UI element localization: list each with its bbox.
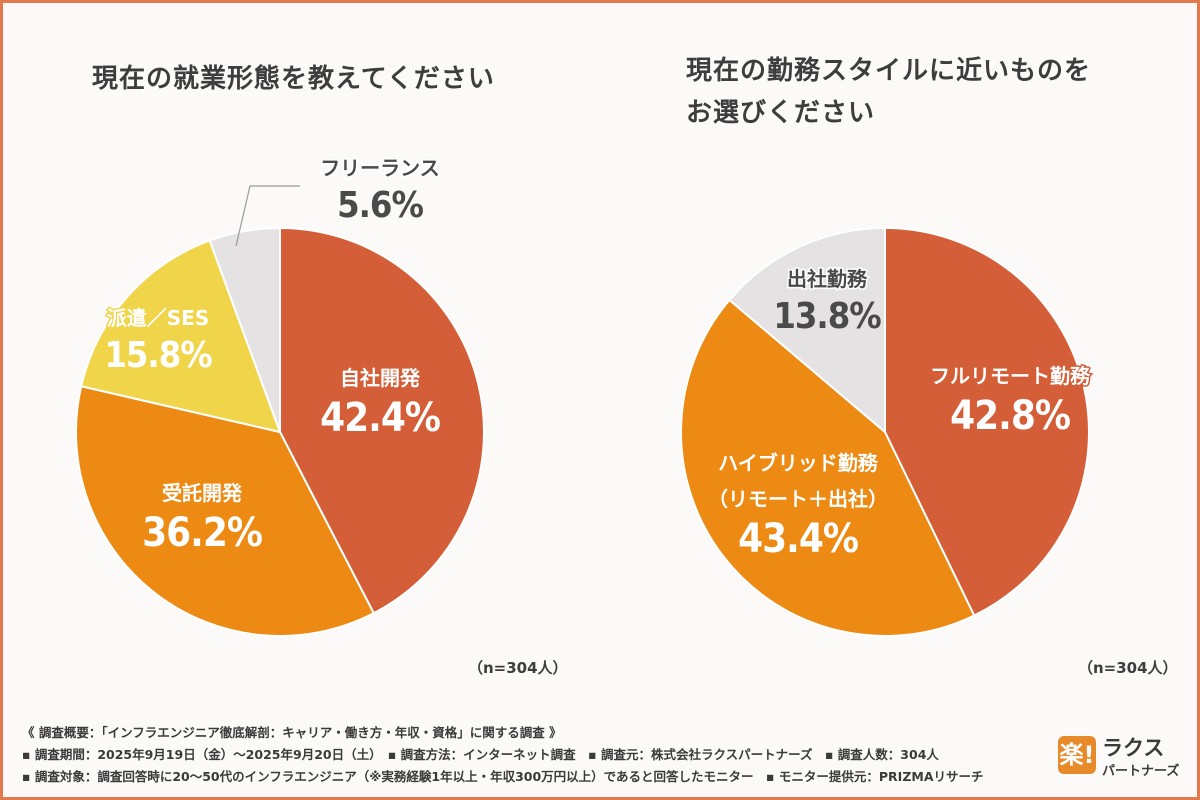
pie-slice [208,226,281,433]
slice-label: 自社開発 [340,366,421,390]
slice-label: 出社勤務 [787,267,868,291]
chart-title-right: 現在の勤務スタイルに近いものを お選びください [686,50,1156,134]
chart-title-right-line2: お選びください [686,98,876,128]
slice-label: フリーランス [320,156,440,180]
pie-slice [79,239,282,434]
logo-mark-icon: 楽! [1058,736,1096,774]
footer-line-target: ▪ 調査対象：調査回答時に20〜50代のインフラエンジニア（※実務経験1年以上・… [22,769,984,784]
slice-value: 13.8% [773,296,881,337]
logo-name: ラクス [1102,736,1165,760]
logo-sub: パートナーズ [1102,764,1180,779]
slice-value: 15.8% [104,335,212,376]
slice-sublabel: （リモート＋出社） [708,487,888,511]
pie-slice [680,298,976,637]
chart-title-right-line1: 現在の勤務スタイルに近いものを [686,56,1092,86]
survey-footer: 《 調査概要：「インフラエンジニア徹底解剖：キャリア・働き方・年収・資格」に関す… [22,722,1042,788]
sample-size-right: （n=304人） [1078,659,1178,677]
slice-value: 42.4% [320,395,440,441]
pie-slice [884,226,1090,617]
pie-slice [279,226,485,615]
slice-value: 36.2% [142,510,262,556]
slice-label: フルリモート勤務 [930,364,1091,388]
slice-label: 受託開発 [162,481,243,505]
pie-group-work-style: フルリモート勤務 42.8% ハイブリッド勤務 （リモート＋出社） 43.4% 出社勤務 1… [680,226,1092,637]
pie-slice [75,385,376,637]
slice-label: ハイブリッド勤務 [718,451,879,475]
slice-value: 42.8% [950,393,1070,439]
leader-line [235,185,300,247]
sample-size-left: （n=304人） [468,659,568,677]
footer-line-overview: 《 調査概要：「インフラエンジニア徹底解剖：キャリア・働き方・年収・資格」に関す… [22,725,562,740]
pie-slice [728,226,886,435]
pie-group-employment: 自社開発 42.4% 受託開発 36.2% 派遣／SES 15.8% フリーランス 5.6% [75,155,485,637]
slice-label: 派遣／SES [107,306,209,330]
footer-line-period: ▪ 調査期間：2025年9月19日（金）〜2025年9月20日（土） ▪ 調査方… [22,747,939,762]
chart-title-left: 現在の就業形態を教えてください [92,64,495,94]
company-logo: 楽! ラクス パートナーズ [1058,730,1188,782]
slice-value: 43.4% [738,516,858,562]
slice-value: 5.6% [337,185,423,226]
